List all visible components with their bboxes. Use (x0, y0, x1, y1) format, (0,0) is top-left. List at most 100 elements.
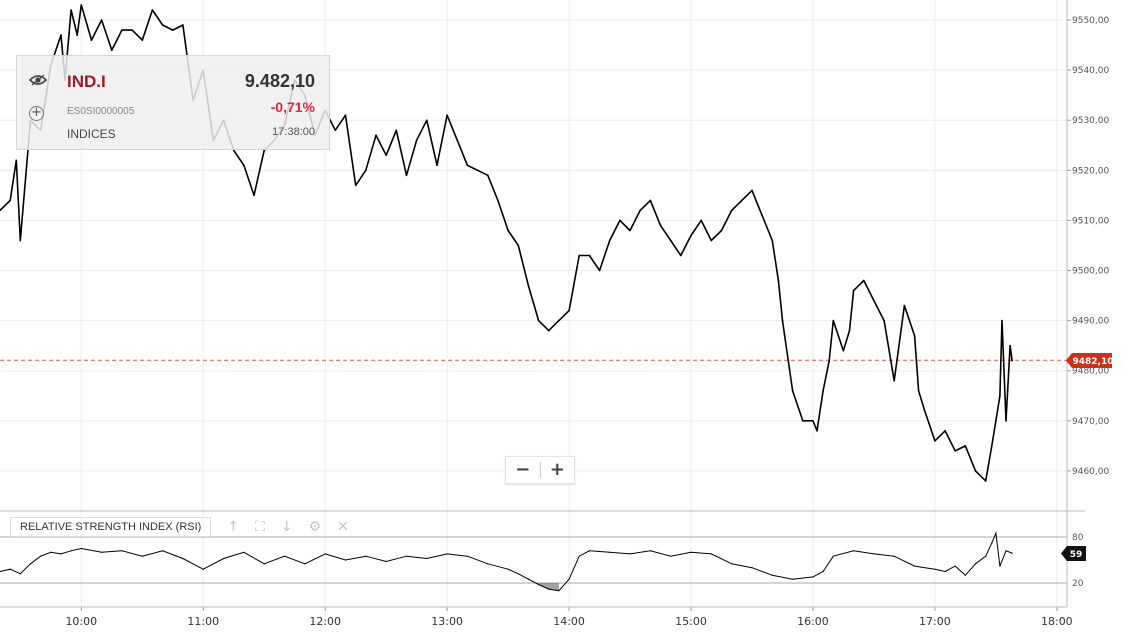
price-point (629, 229, 631, 232)
price-point (974, 470, 977, 472)
zoom-in-button[interactable]: + (549, 459, 565, 480)
price-point (486, 174, 489, 177)
rsi-point (9, 568, 11, 570)
rsi-point (995, 532, 997, 534)
rsi-value-label: 59 (1070, 550, 1083, 560)
price-point (852, 289, 855, 292)
rsi-point (985, 555, 987, 557)
price-point (761, 214, 763, 217)
price-point (537, 319, 540, 322)
price-point (801, 420, 804, 422)
price-point (842, 349, 845, 352)
rsi-point (527, 578, 530, 580)
rsi-point (60, 553, 62, 555)
x-tick-label: 10:00 (65, 615, 97, 628)
close-icon[interactable]: ✕ (337, 519, 349, 535)
price-point (80, 4, 83, 6)
rsi-point (40, 555, 42, 557)
price-point (873, 299, 875, 302)
price-point (171, 29, 174, 31)
price-point (507, 229, 509, 232)
price-point (619, 219, 621, 222)
rsi-point (991, 542, 993, 544)
zoom-divider (539, 462, 541, 478)
expand-icon[interactable]: ⛶ (255, 519, 265, 535)
price-point (110, 49, 113, 51)
rsi-point (487, 563, 489, 565)
last-price-tag: 9482,10 (1066, 352, 1112, 368)
rsi-point (324, 553, 326, 555)
rsi-point (29, 563, 32, 565)
rsi-point (578, 555, 580, 557)
axes (0, 0, 1085, 611)
price-point (395, 129, 398, 132)
price-point (385, 154, 387, 157)
price-point (669, 239, 672, 242)
price-point (558, 319, 560, 322)
zoom-out-button[interactable]: − (515, 459, 531, 480)
price-point (9, 199, 11, 202)
price-point (527, 284, 530, 287)
add-icon[interactable]: + (29, 106, 44, 121)
zoom-control: − + (505, 456, 575, 484)
y-tick-label: 9480,00 (1072, 367, 1109, 377)
price-point (90, 39, 93, 41)
price-point (497, 199, 499, 202)
price-point (893, 379, 896, 382)
price-point (344, 114, 347, 117)
price-point (917, 389, 920, 392)
quote-symbol[interactable]: IND.I (67, 72, 106, 91)
x-tick-label: 16:00 (797, 615, 829, 628)
rsi-point (80, 547, 82, 550)
price-point (446, 114, 448, 117)
x-tick-label: 18:00 (1041, 615, 1073, 628)
price-point (15, 159, 18, 162)
rsi-point (1011, 552, 1013, 554)
rsi-level-label: 80 (1072, 533, 1084, 543)
price-point (991, 445, 993, 447)
y-tick-label: 9470,00 (1072, 417, 1109, 427)
price-point (984, 480, 987, 482)
price-point (741, 199, 743, 202)
rsi-point (405, 555, 408, 557)
price-point (934, 440, 936, 442)
rsi-series-line (0, 531, 1013, 592)
rsi-point (751, 567, 753, 569)
rsi-point (446, 553, 448, 555)
price-point (365, 169, 367, 172)
price-point (777, 279, 780, 282)
price-point (19, 239, 22, 242)
rsi-point (588, 550, 590, 552)
price-point (730, 209, 733, 212)
price-point (598, 269, 601, 272)
x-tick-label: 12:00 (309, 615, 341, 628)
rsi-levels: 80 20 (0, 533, 1084, 589)
rsi-value-tag: 59 (1061, 545, 1086, 561)
price-point (405, 174, 408, 177)
price-point (253, 194, 255, 197)
price-point (720, 229, 723, 232)
rsi-point (964, 574, 966, 576)
rsi-point (649, 550, 651, 552)
rsi-point (629, 553, 631, 555)
x-tick-label: 14:00 (553, 615, 585, 628)
price-point (476, 169, 479, 172)
rsi-point (548, 588, 550, 590)
price-point (964, 445, 967, 447)
x-tick-label: 13:00 (431, 615, 463, 628)
rsi-point (771, 574, 773, 576)
rsi-point (283, 555, 286, 557)
rsi-point (954, 565, 956, 567)
price-point (903, 304, 906, 307)
rsi-point (792, 578, 794, 580)
rsi-point (466, 555, 469, 557)
rsi-title[interactable]: RELATIVE STRENGTH INDEX (RSI) (10, 517, 212, 537)
eye-icon[interactable] (29, 74, 47, 86)
arrow-up-icon[interactable]: ↑ (227, 519, 240, 535)
arrow-down-icon[interactable]: ↓ (280, 519, 293, 535)
price-point (436, 164, 438, 167)
price-point (60, 34, 62, 36)
price-point (954, 450, 957, 452)
gear-icon[interactable]: ⚙ (308, 519, 322, 535)
price-point (578, 254, 581, 257)
